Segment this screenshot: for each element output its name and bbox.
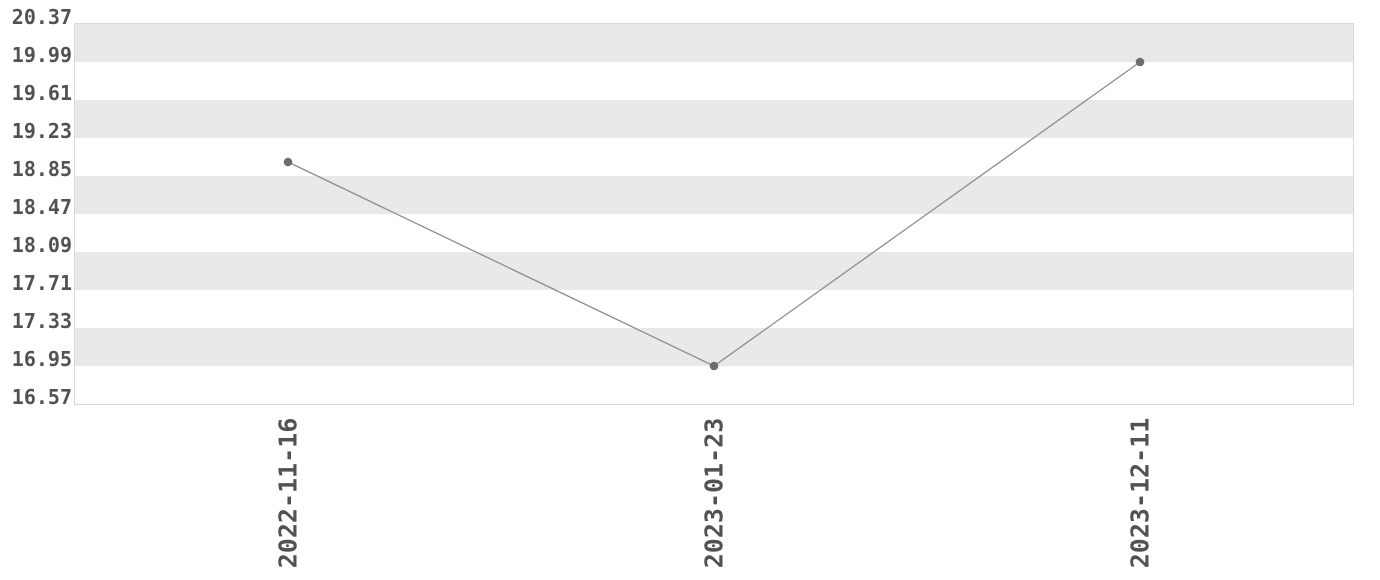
grid-band (75, 252, 1353, 290)
y-tick-label: 20.37 (11, 5, 72, 29)
grid-band (75, 176, 1353, 214)
y-tick-label: 18.47 (11, 195, 72, 219)
y-tick-label: 18.09 (11, 233, 72, 257)
series-line (287, 61, 1141, 367)
y-tick-label: 17.71 (11, 271, 72, 295)
grid-band (75, 290, 1353, 328)
y-tick-label: 16.95 (11, 347, 72, 371)
y-tick-label: 19.99 (11, 43, 72, 67)
y-tick-label: 19.23 (11, 119, 72, 143)
x-tick-label: 2023-01-23 (699, 417, 729, 569)
grid-band (75, 138, 1353, 176)
data-point[interactable] (709, 361, 719, 371)
y-tick-label: 19.61 (11, 81, 72, 105)
grid-band (75, 328, 1353, 366)
y-tick-label: 18.85 (11, 157, 72, 181)
plot-area (74, 23, 1354, 405)
grid-band (75, 100, 1353, 138)
y-tick-label: 17.33 (11, 309, 72, 333)
y-tick-label: 16.57 (11, 385, 72, 409)
grid-band (75, 366, 1353, 404)
data-point[interactable] (283, 157, 293, 167)
x-tick-label: 2023-12-11 (1125, 417, 1155, 569)
grid-band (75, 24, 1353, 62)
grid-band (75, 62, 1353, 100)
x-tick-label: 2022-11-16 (273, 417, 303, 569)
grid-band (75, 214, 1353, 252)
series-svg (283, 57, 1145, 371)
data-point[interactable] (1135, 57, 1145, 67)
